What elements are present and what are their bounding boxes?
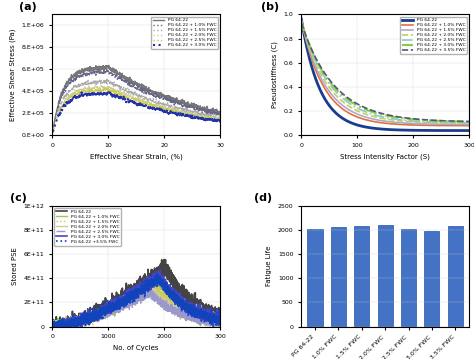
Text: (d): (d) [254,193,272,203]
Bar [331,227,346,327]
Y-axis label: Fatigue Life: Fatigue Life [266,246,272,286]
Bar [447,227,463,327]
X-axis label: Effective Shear Strain, (%): Effective Shear Strain, (%) [90,154,182,160]
Bar [401,229,416,327]
X-axis label: Stress Intensity Factor (S): Stress Intensity Factor (S) [340,154,430,160]
Legend: PG 64-22, PG 64-22 + 1.0% FWC, PG 64-22 + 1.5% FWC, PG 64-22 + 2.0% FWC, PG 64-2: PG 64-22, PG 64-22 + 1.0% FWC, PG 64-22 … [400,17,467,54]
Text: (a): (a) [18,1,36,11]
Bar [308,229,323,327]
Y-axis label: Effective Shear Stress (Pa): Effective Shear Stress (Pa) [9,29,16,121]
X-axis label: No. of Cycles: No. of Cycles [113,345,159,351]
Legend: PG 64-22, PG 64-22 + 1.0% FWC, PG 64-22 + 1.5% FWC, PG 64-22 + 2.0% FWC, PG 64-2: PG 64-22, PG 64-22 + 1.0% FWC, PG 64-22 … [55,208,121,246]
Bar [378,224,393,327]
Bar [354,226,369,327]
Y-axis label: Pseudostiffness (C): Pseudostiffness (C) [272,41,278,108]
Text: (c): (c) [10,193,27,203]
Legend: PG 64-22, PG 64-22 + 1.0% FWC, PG 64-22 + 1.5% FWC, PG 64-22 + 2.0% FWC, PG 64-2: PG 64-22, PG 64-22 + 1.0% FWC, PG 64-22 … [151,17,218,49]
Bar [424,231,439,327]
Text: (b): (b) [261,1,279,11]
Y-axis label: Stored PSE: Stored PSE [12,247,18,285]
